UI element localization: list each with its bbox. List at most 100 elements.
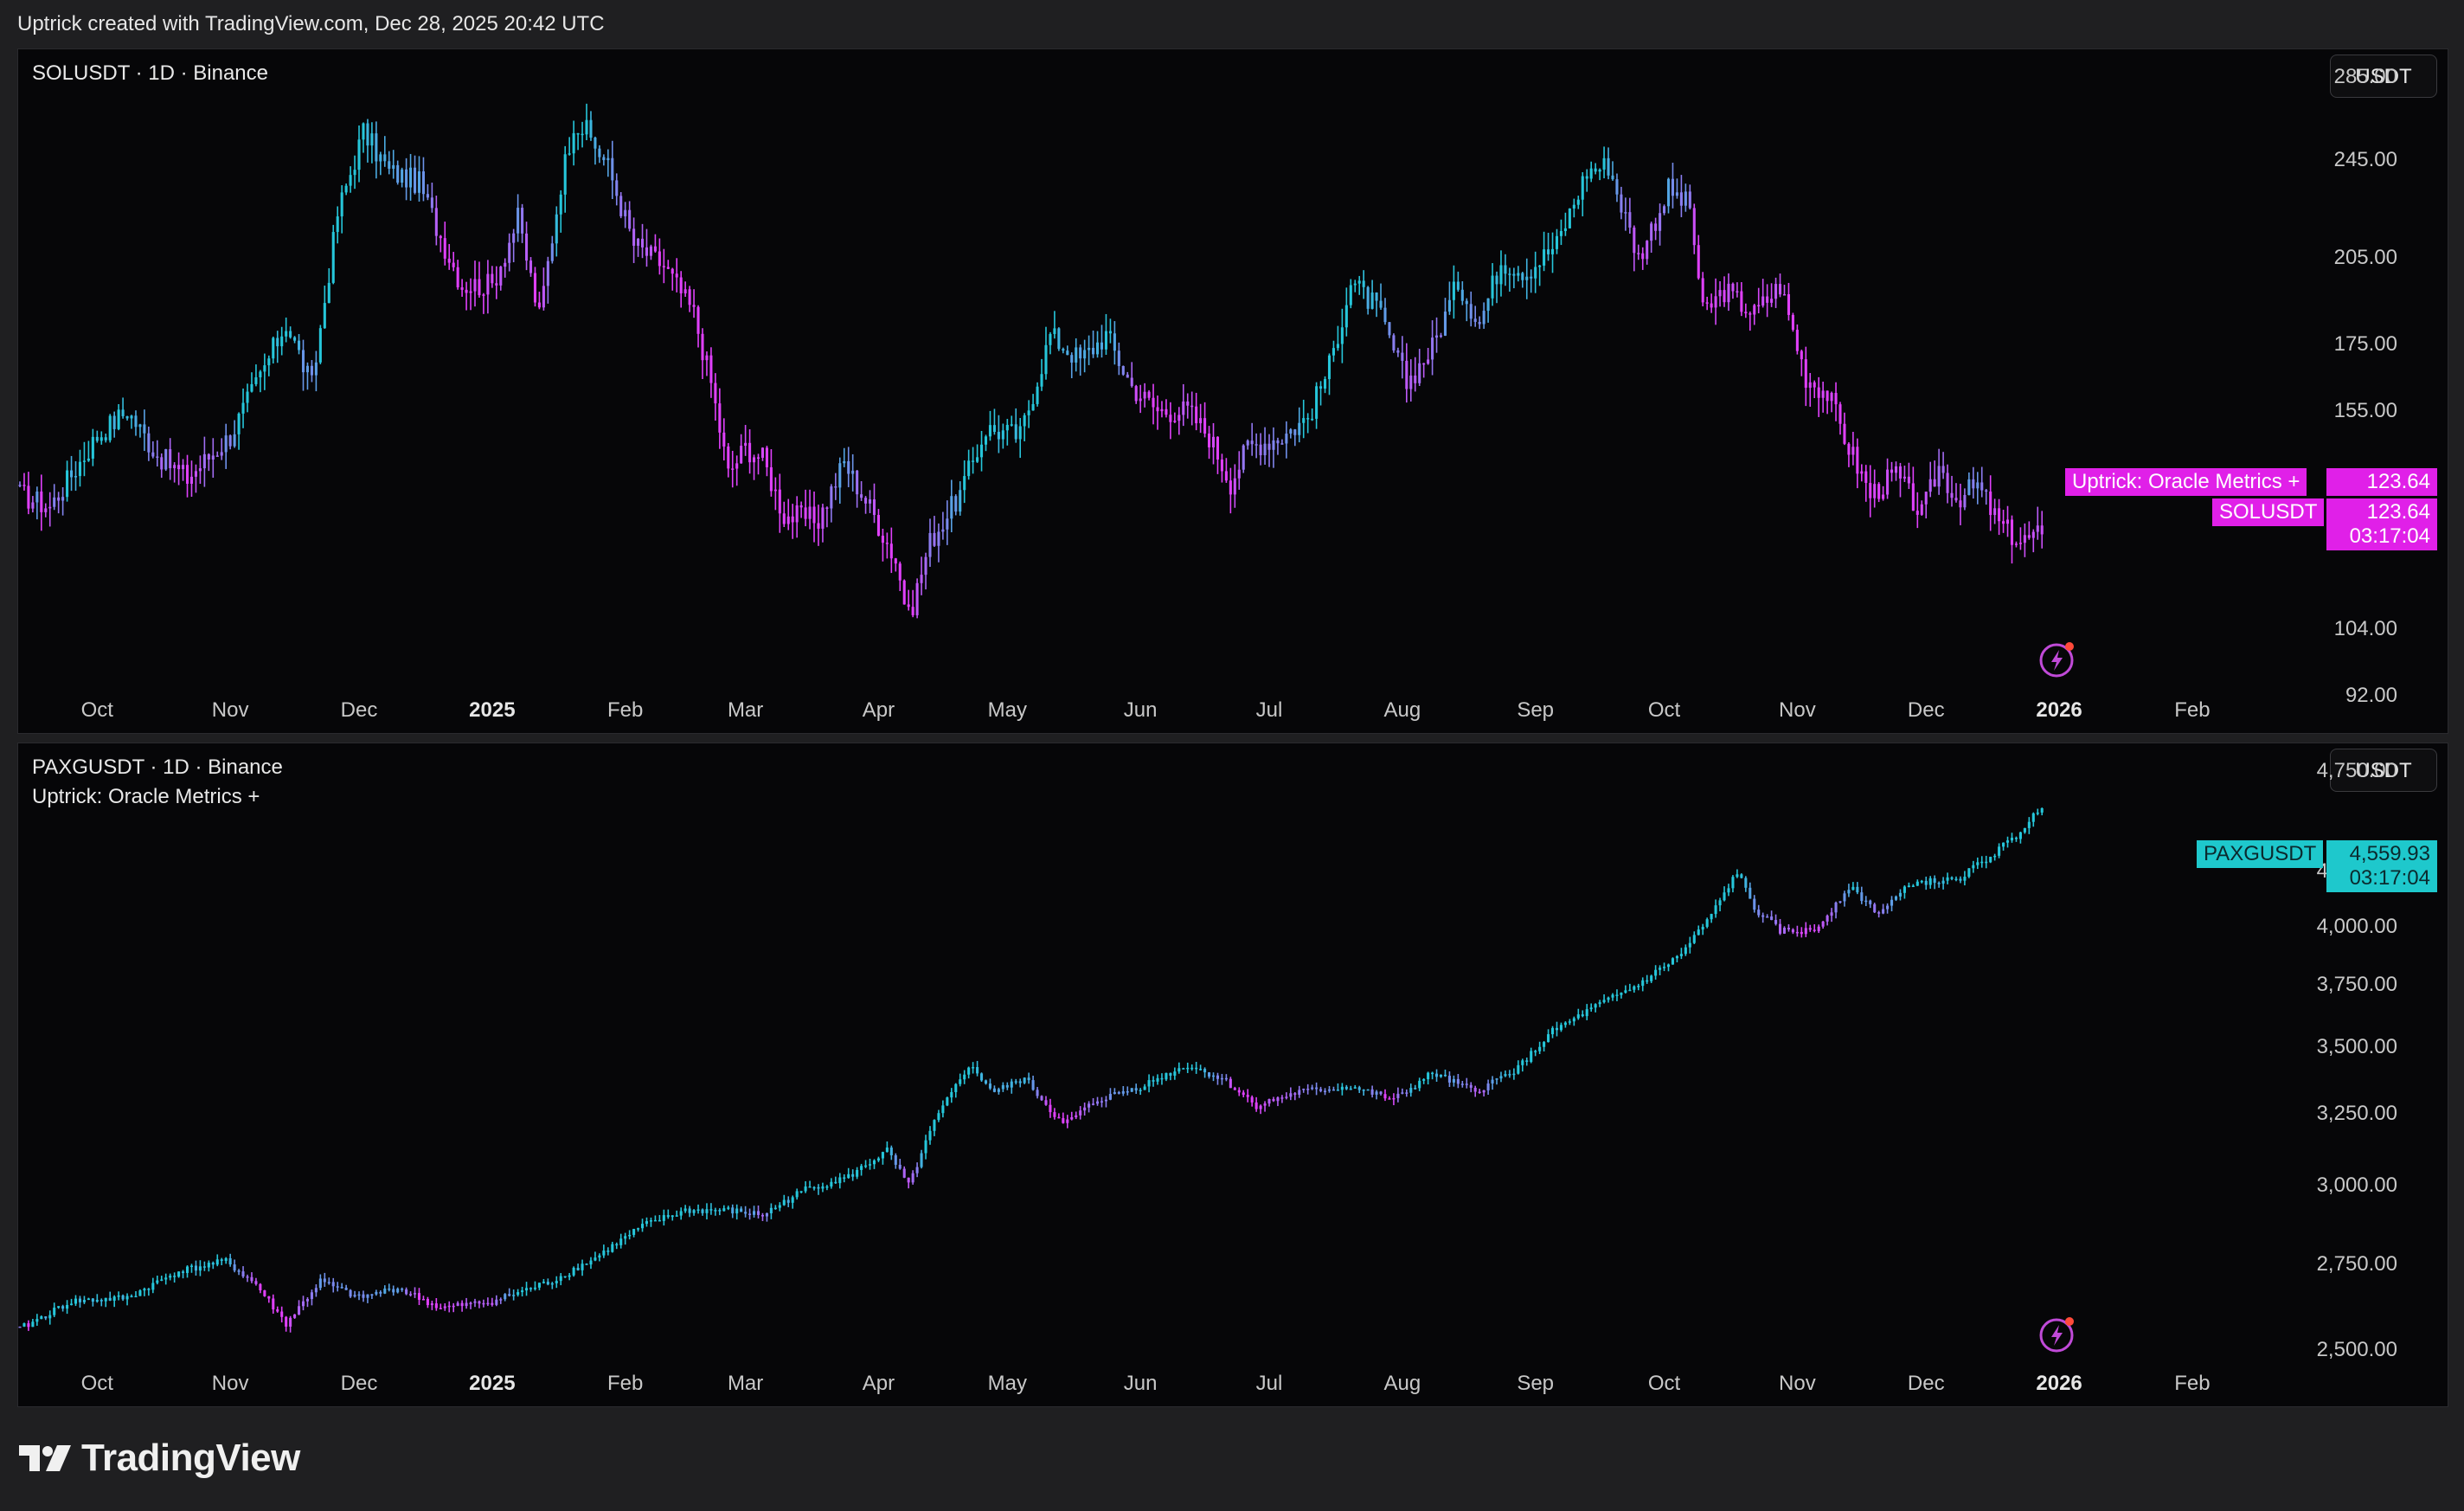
candle-body [1121,365,1125,375]
candle [1521,1058,1524,1072]
candle [336,206,339,244]
candle [1327,353,1331,395]
candle [611,1241,614,1253]
candle [988,1078,992,1090]
solusdt-candles[interactable] [18,49,2302,733]
candle-body [405,1289,408,1295]
candle [1572,198,1575,218]
candle-body [1315,386,1319,419]
candle-body [1782,293,1787,296]
candle-body [2040,525,2044,535]
candle [1001,423,1004,449]
paxgusdt-candles[interactable] [18,743,2302,1406]
candle [1633,225,1636,272]
candle-body [972,1067,975,1069]
candle-body [1976,482,1980,489]
tradingview-logo[interactable]: TradingView [19,1437,300,1480]
candle-body [2002,521,2005,524]
candle-body [1543,249,1546,266]
candle-body [1349,1088,1352,1090]
candle [946,1096,949,1107]
candle-body [1697,245,1700,279]
candle [1229,467,1232,514]
currency-selector-paxg[interactable]: USDT [2330,749,2437,792]
candle [1714,278,1717,325]
candle [1924,491,1928,519]
candle-body [1856,886,1859,893]
candle [504,258,507,278]
flash-icon[interactable] [2039,640,2079,679]
candle [598,1253,601,1262]
candle-body [769,1207,773,1213]
candle-body [885,543,889,544]
candle [1327,1086,1331,1093]
candle-body [1594,1004,1597,1008]
candle-body [1027,1077,1030,1081]
candle-body [1169,1072,1172,1076]
candle-body [1633,227,1636,254]
candle-body [1641,253,1645,260]
candle-body [1967,868,1971,878]
candle [224,423,228,469]
candle [1701,272,1704,306]
candle-body [1414,1088,1417,1090]
candle-body [1817,387,1820,398]
candle [215,451,219,457]
candle-body [1607,997,1610,1000]
candle-body [529,1288,533,1289]
candle-body [1190,405,1194,408]
y-axis-tick: 285.00 [2333,65,2397,89]
candle-body [1447,299,1451,312]
currency-selector-sol[interactable]: USDT [2330,55,2437,98]
candle [285,1315,288,1332]
candle-body [640,1224,645,1229]
candle [1710,913,1713,923]
candle-body [563,154,567,195]
candle [82,1296,86,1304]
candle-body [1083,350,1087,359]
candle-body [202,453,206,469]
candle [714,373,717,421]
candle-body [1165,1072,1168,1080]
candle-body [1117,350,1120,366]
candle-body [40,492,43,512]
candle [1246,439,1249,450]
solusdt-chart-pane[interactable]: SOLUSDT · 1D · Binance USDT 285.00 245.00… [17,48,2448,734]
candle [1572,1016,1575,1026]
candle [1675,178,1678,199]
indicator-name[interactable]: Uptrick: Oracle Metrics + [32,785,260,808]
candle [1873,469,1877,508]
candle [314,1284,318,1297]
solusdt-last-price: 123.64 [2366,500,2430,524]
candle-body [211,455,215,460]
candle [1547,232,1550,261]
candle-body [2023,827,2026,833]
paxgusdt-chart-pane[interactable]: PAXGUSDT · 1D · Binance Uptrick: Oracle … [17,743,2448,1407]
candle-body [1615,179,1619,195]
candle-body [1710,914,1713,920]
candle-body [409,1294,413,1296]
candle [1280,1095,1284,1103]
candle-body [1770,299,1774,303]
paxgusdt-countdown: 03:17:04 [2349,866,2430,890]
candle [1392,1093,1396,1106]
candle [18,481,22,488]
candle [1778,918,1782,936]
candle-body [1692,208,1696,246]
candle [456,260,459,290]
candle-body [1937,883,1941,884]
candle-body [624,1236,627,1239]
candle-body [640,238,645,248]
candle [658,1214,661,1222]
candle-body [1190,1067,1194,1070]
candle-body [138,1290,142,1296]
candle [559,190,562,233]
candle-body [1478,1091,1481,1094]
candle [1555,228,1559,254]
candle-body [1473,1087,1477,1092]
candle-body [950,1091,953,1098]
flash-icon[interactable] [2039,1315,2079,1354]
candle [525,222,529,271]
y-axis-tick: 175.00 [2333,331,2397,356]
candle-body [666,267,670,269]
